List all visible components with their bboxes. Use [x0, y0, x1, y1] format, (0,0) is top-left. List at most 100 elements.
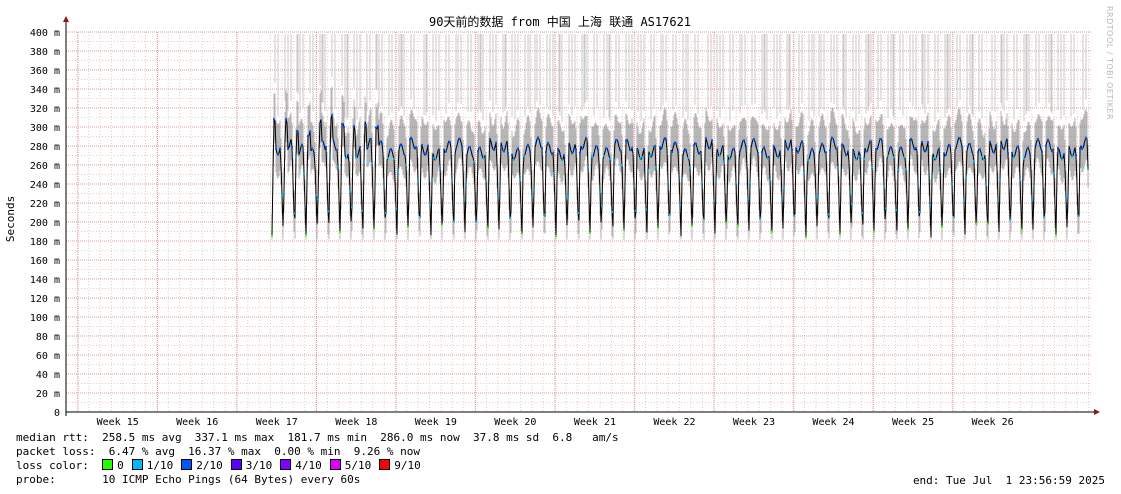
loss-color-dot	[327, 210, 329, 213]
loss-color-dot	[429, 203, 431, 206]
loss-color-dot	[693, 144, 695, 147]
loss-color-dot	[885, 207, 887, 210]
loss-color-dot	[683, 150, 685, 153]
loss-color-dot	[707, 145, 709, 148]
loss-color-dot	[639, 157, 641, 160]
loss-color-dot	[993, 151, 995, 154]
x-tick-label: Week 19	[415, 417, 457, 428]
loss-color-dot	[733, 147, 735, 150]
loss-color-dot	[879, 138, 881, 141]
loss-color-item: 4/10	[280, 459, 322, 472]
loss-color-dot	[793, 214, 795, 217]
loss-color-dot	[1037, 138, 1039, 141]
loss-color-dot	[837, 166, 839, 169]
loss-color-dot	[477, 150, 479, 153]
loss-color-dot	[587, 165, 589, 168]
loss-color-swatch	[329, 459, 341, 470]
loss-color-dot	[417, 179, 419, 182]
loss-color-dot	[321, 139, 323, 142]
loss-color-dot	[677, 150, 679, 153]
loss-color-dot	[521, 232, 523, 235]
loss-color-dot	[609, 157, 611, 160]
loss-color-dot	[1073, 150, 1075, 153]
loss-color-dot	[963, 200, 965, 203]
loss-color-dot	[529, 150, 531, 153]
loss-color-dot	[1075, 153, 1077, 156]
y-tick-label: 140 m	[30, 275, 60, 286]
y-tick-label: 40 m	[36, 370, 60, 381]
loss-color-dot	[1085, 136, 1087, 139]
loss-color-dot	[935, 157, 937, 160]
loss-color-dot	[463, 198, 465, 201]
loss-color-dot	[779, 150, 781, 153]
loss-color-dot	[489, 137, 491, 140]
loss-color-dot	[853, 151, 855, 154]
median-rtt-line	[271, 114, 1089, 238]
loss-color-dot	[393, 157, 395, 160]
loss-color-dot	[735, 182, 737, 185]
loss-color-dot	[567, 196, 569, 199]
y-tick-label: 180 m	[30, 237, 60, 248]
loss-color-dot	[515, 152, 517, 155]
loss-color-dot	[895, 209, 897, 212]
loss-color-dot	[563, 154, 565, 157]
loss-color-dot	[1023, 157, 1025, 160]
x-tick-label: Week 18	[335, 417, 377, 428]
loss-color-dot	[561, 159, 563, 162]
loss-color-dot	[881, 140, 883, 143]
y-tick-label: 320 m	[30, 104, 60, 115]
loss-color-dot	[943, 152, 945, 155]
loss-color-dot	[729, 158, 731, 161]
loss-color-dot	[275, 148, 277, 151]
loss-color-dot	[621, 164, 623, 167]
loss-color-dot	[527, 143, 529, 146]
loss-color-dot	[949, 144, 951, 147]
loss-color-dot	[399, 144, 401, 147]
loss-color-dot	[599, 191, 601, 194]
loss-color-dot	[859, 153, 861, 156]
loss-color-swatch	[280, 459, 292, 470]
y-tick-label: 0	[54, 408, 60, 419]
loss-color-dot	[373, 227, 375, 230]
loss-color-dot	[297, 131, 299, 134]
loss-color-dot	[517, 147, 519, 150]
loss-color-label: loss color:	[16, 459, 89, 472]
loss-color-dot	[549, 147, 551, 150]
loss-color-dot	[499, 184, 501, 187]
loss-color-dot	[1001, 144, 1003, 147]
y-tick-label: 240 m	[30, 180, 60, 191]
loss-color-dot	[801, 140, 803, 143]
loss-color-dot	[511, 153, 513, 156]
loss-color-dot	[921, 140, 923, 143]
loss-color-dot	[341, 122, 343, 125]
loss-color-dot	[829, 149, 831, 152]
loss-color-dot	[765, 153, 767, 156]
loss-color-dot	[661, 146, 663, 149]
loss-color-dot	[955, 147, 957, 150]
loss-color-dot	[957, 139, 959, 142]
x-tick-label: Week 17	[256, 417, 298, 428]
loss-color-dot	[469, 145, 471, 148]
loss-color-dot	[419, 216, 421, 219]
loss-color-dot	[441, 223, 443, 226]
y-tick-label: 120 m	[30, 294, 60, 305]
loss-color-dot	[781, 197, 783, 200]
loss-color-item: 5/10	[329, 459, 371, 472]
loss-color-dot	[311, 147, 313, 150]
loss-color-dot	[573, 147, 575, 150]
loss-color-dot	[1065, 196, 1067, 199]
loss-color-dot	[697, 150, 699, 153]
loss-color-dot	[453, 220, 455, 223]
loss-color-dot	[983, 158, 985, 161]
loss-color-dot	[899, 147, 901, 150]
loss-color-dot	[471, 153, 473, 156]
loss-color-dot	[401, 144, 403, 147]
loss-color-dot	[467, 148, 469, 151]
loss-color-dot	[727, 154, 729, 157]
y-tick-label: 220 m	[30, 199, 60, 210]
loss-color-dot	[933, 156, 935, 159]
loss-color-dot	[973, 160, 975, 163]
loss-color-dot	[847, 150, 849, 153]
y-tick-label: 280 m	[30, 142, 60, 153]
loss-color-dot	[483, 157, 485, 160]
